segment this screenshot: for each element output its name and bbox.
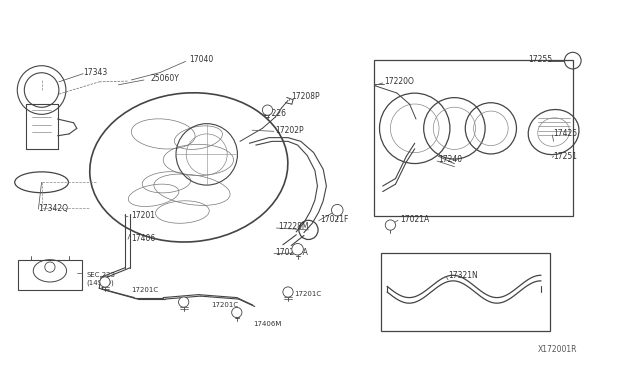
Text: 17425: 17425 — [554, 129, 578, 138]
Text: 17342Q: 17342Q — [38, 204, 68, 213]
Text: 17040: 17040 — [189, 55, 213, 64]
Text: 17343: 17343 — [83, 68, 108, 77]
Text: 17201C: 17201C — [294, 291, 321, 297]
Text: 17255: 17255 — [528, 55, 552, 64]
Circle shape — [283, 287, 293, 297]
Text: 25060Y: 25060Y — [150, 74, 179, 83]
Text: 17208P: 17208P — [291, 92, 320, 101]
Bar — [374, 60, 573, 216]
Text: SEC.223: SEC.223 — [86, 272, 115, 278]
Bar — [18, 260, 82, 290]
Text: 17321N: 17321N — [448, 271, 477, 280]
Text: 17202P: 17202P — [275, 126, 304, 135]
Text: 17201C: 17201C — [131, 287, 158, 293]
Circle shape — [332, 205, 343, 216]
Text: 17228M: 17228M — [278, 222, 309, 231]
Text: 17201C: 17201C — [211, 302, 238, 308]
Text: 17021A: 17021A — [400, 215, 429, 224]
Bar — [381, 253, 550, 331]
Text: 17021F: 17021F — [320, 215, 348, 224]
Text: 17240: 17240 — [438, 155, 463, 164]
Text: 17406: 17406 — [131, 234, 156, 243]
Circle shape — [179, 297, 189, 307]
Circle shape — [45, 262, 55, 272]
Text: 17021FA: 17021FA — [275, 248, 308, 257]
Circle shape — [385, 220, 396, 230]
Text: 17251: 17251 — [554, 152, 578, 161]
Text: 17406M: 17406M — [253, 321, 281, 327]
Circle shape — [292, 244, 303, 255]
Text: 17220O: 17220O — [384, 77, 414, 86]
Text: 17201: 17201 — [131, 211, 155, 220]
Text: X172001R: X172001R — [538, 345, 577, 354]
Circle shape — [262, 105, 273, 115]
Circle shape — [232, 307, 242, 318]
Circle shape — [100, 277, 110, 287]
Text: (14950): (14950) — [86, 279, 114, 286]
Text: 17226: 17226 — [262, 109, 287, 118]
